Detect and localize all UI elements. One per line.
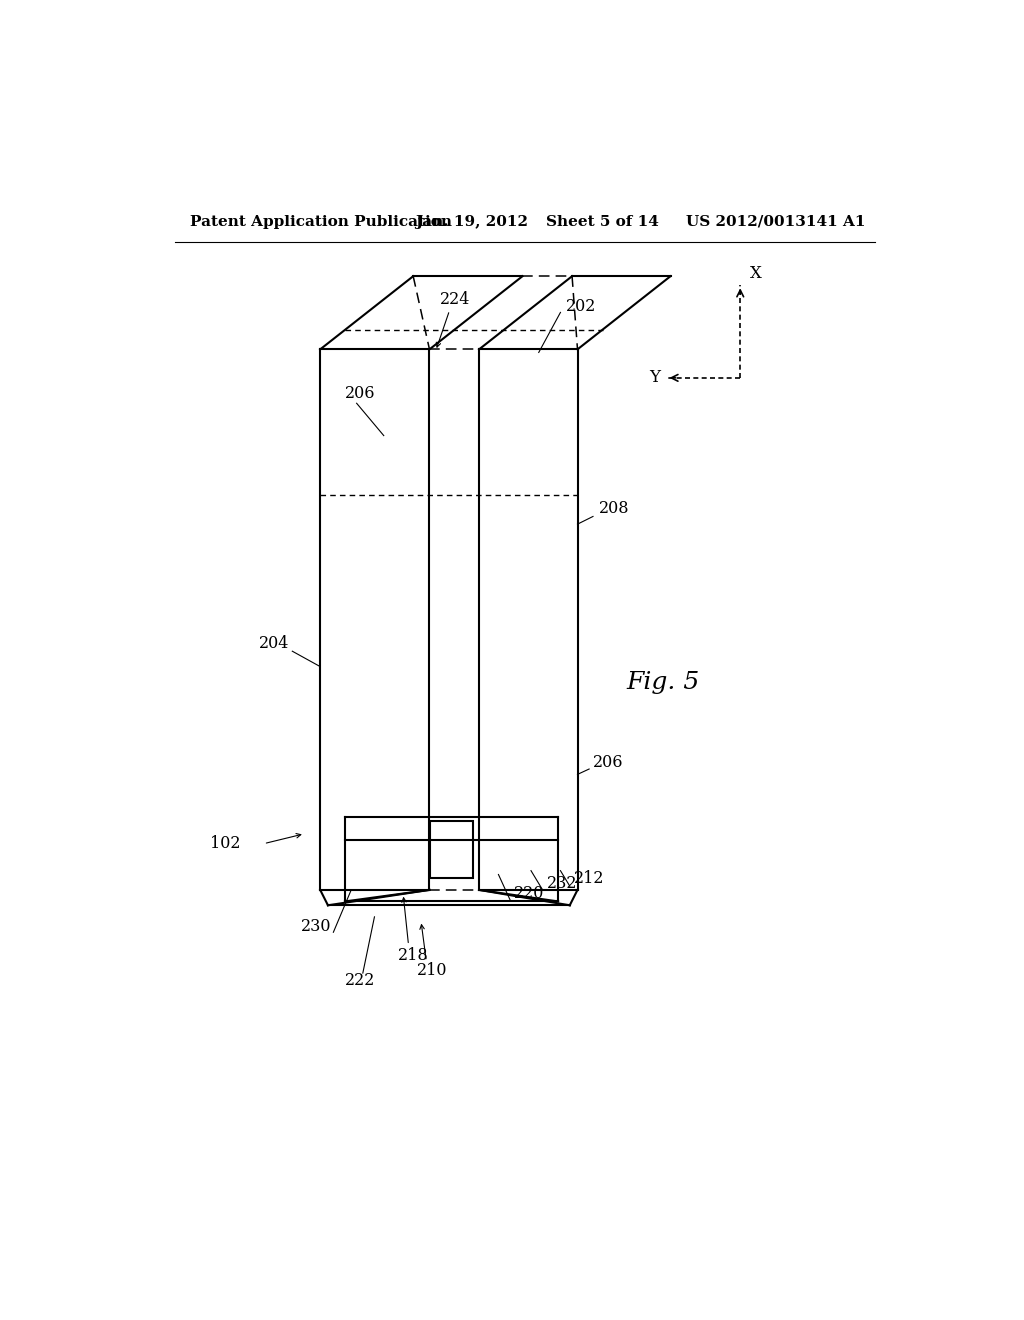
Text: Jan. 19, 2012: Jan. 19, 2012 bbox=[415, 215, 527, 228]
Text: 220: 220 bbox=[514, 886, 545, 903]
Text: Sheet 5 of 14: Sheet 5 of 14 bbox=[547, 215, 659, 228]
Text: 204: 204 bbox=[259, 635, 289, 652]
Text: 206: 206 bbox=[345, 384, 376, 401]
Text: 222: 222 bbox=[345, 973, 376, 989]
Text: Y: Y bbox=[649, 370, 660, 387]
Text: 230: 230 bbox=[301, 919, 331, 936]
Text: US 2012/0013141 A1: US 2012/0013141 A1 bbox=[686, 215, 865, 228]
Text: 202: 202 bbox=[566, 298, 596, 314]
Text: 212: 212 bbox=[573, 870, 604, 887]
Text: 102: 102 bbox=[210, 836, 241, 853]
Text: 232: 232 bbox=[547, 875, 577, 892]
Bar bbox=[430, 821, 473, 878]
Text: 208: 208 bbox=[599, 500, 630, 517]
Text: 224: 224 bbox=[440, 290, 470, 308]
Text: Fig. 5: Fig. 5 bbox=[626, 671, 699, 693]
Text: 218: 218 bbox=[398, 946, 428, 964]
Text: 210: 210 bbox=[417, 962, 447, 979]
Text: Patent Application Publication: Patent Application Publication bbox=[190, 215, 452, 228]
Text: 206: 206 bbox=[593, 754, 624, 771]
Text: X: X bbox=[750, 264, 762, 281]
